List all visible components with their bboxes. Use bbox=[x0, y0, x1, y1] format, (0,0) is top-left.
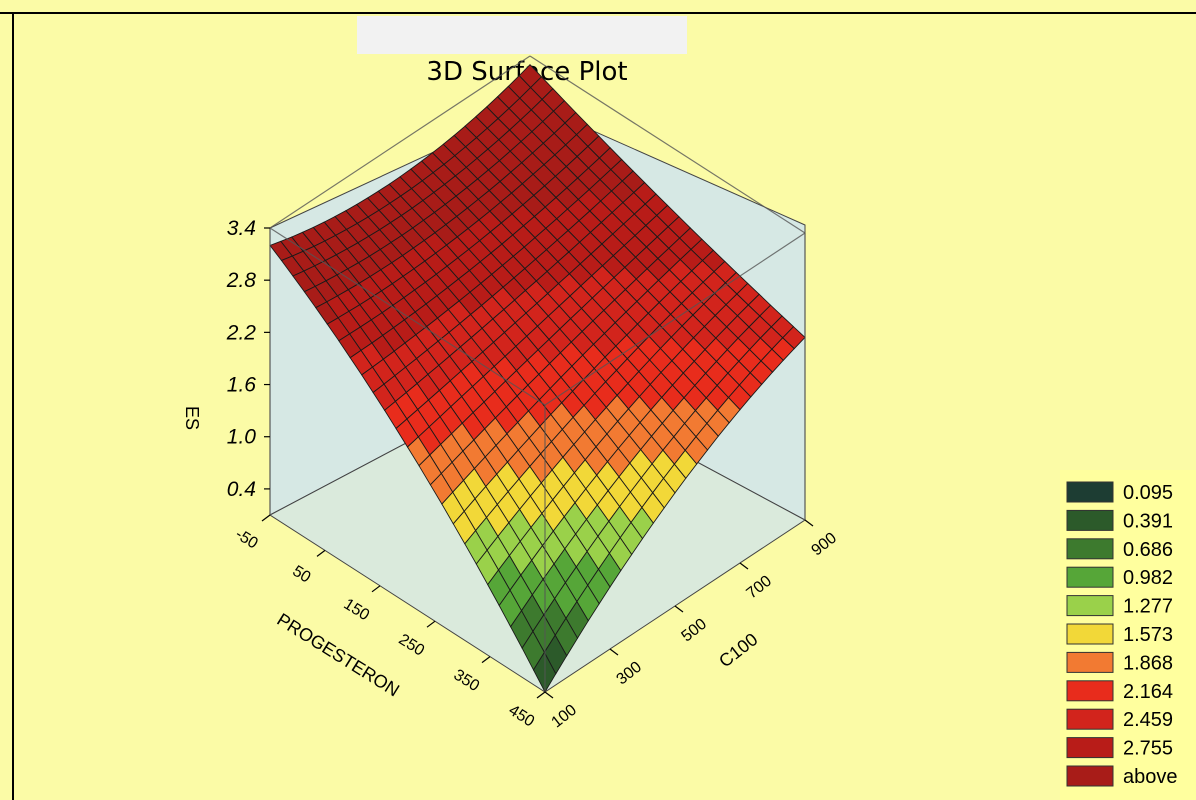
x-tick-mark bbox=[261, 514, 271, 522]
title-tab bbox=[357, 16, 687, 54]
legend-label: 2.164 bbox=[1123, 681, 1173, 703]
legend-label: above bbox=[1123, 766, 1178, 788]
x-tick-mark bbox=[316, 549, 326, 557]
legend-swatch bbox=[1066, 509, 1114, 531]
legend: 0.095 0.391 0.686 0.982 1.277 1.573 1.868 2.164… bbox=[1066, 481, 1178, 788]
legend-swatch bbox=[1066, 566, 1114, 588]
z-tick-label: 2.2 bbox=[226, 321, 257, 344]
legend-label: 1.573 bbox=[1123, 624, 1173, 646]
legend-label: 1.868 bbox=[1123, 652, 1173, 674]
y-tick-mark bbox=[544, 691, 554, 699]
x-tick-label: 50 bbox=[289, 563, 313, 587]
z-tick-label: 2.8 bbox=[226, 269, 257, 292]
box-edge bbox=[269, 55, 531, 229]
y-tick-mark bbox=[609, 648, 619, 656]
box-front-edges bbox=[269, 55, 806, 692]
legend-swatch bbox=[1066, 680, 1114, 702]
z-axis-label: ES bbox=[182, 406, 202, 430]
surface-mesh bbox=[269, 64, 806, 693]
x-tick-mark bbox=[481, 656, 491, 664]
legend-label: 2.755 bbox=[1123, 738, 1173, 760]
legend-swatch bbox=[1066, 595, 1114, 617]
z-axis: 0.4 1.0 1.6 2.2 2.8 3.4 bbox=[226, 217, 270, 501]
legend-label: 0.095 bbox=[1123, 482, 1173, 504]
legend-swatch bbox=[1066, 538, 1114, 560]
box-edge bbox=[269, 227, 546, 406]
legend-swatch bbox=[1066, 737, 1114, 759]
x-tick-mark bbox=[426, 620, 436, 628]
legend-swatch bbox=[1066, 708, 1114, 730]
box-edge bbox=[544, 232, 806, 406]
x-tick-mark bbox=[371, 585, 381, 593]
z-tick-label: 1.0 bbox=[227, 426, 257, 449]
legend-label: 2.459 bbox=[1123, 709, 1173, 731]
legend-label: 1.277 bbox=[1123, 596, 1173, 618]
y-tick-mark bbox=[739, 562, 749, 570]
z-tick-label: 3.4 bbox=[227, 217, 256, 240]
legend-swatch bbox=[1066, 481, 1114, 503]
box-edge bbox=[529, 55, 806, 234]
legend-swatch bbox=[1066, 651, 1114, 673]
x-tick-mark bbox=[536, 691, 546, 699]
z-tick-label: 0.4 bbox=[227, 478, 256, 501]
legend-label: 0.686 bbox=[1123, 539, 1173, 561]
z-tick-label: 1.6 bbox=[227, 374, 257, 397]
legend-swatch bbox=[1066, 623, 1114, 645]
y-tick-mark bbox=[804, 519, 814, 527]
legend-label: 0.982 bbox=[1123, 567, 1173, 589]
legend-label: 0.391 bbox=[1123, 510, 1173, 532]
y-tick-mark bbox=[674, 605, 684, 613]
legend-swatch bbox=[1066, 765, 1114, 787]
